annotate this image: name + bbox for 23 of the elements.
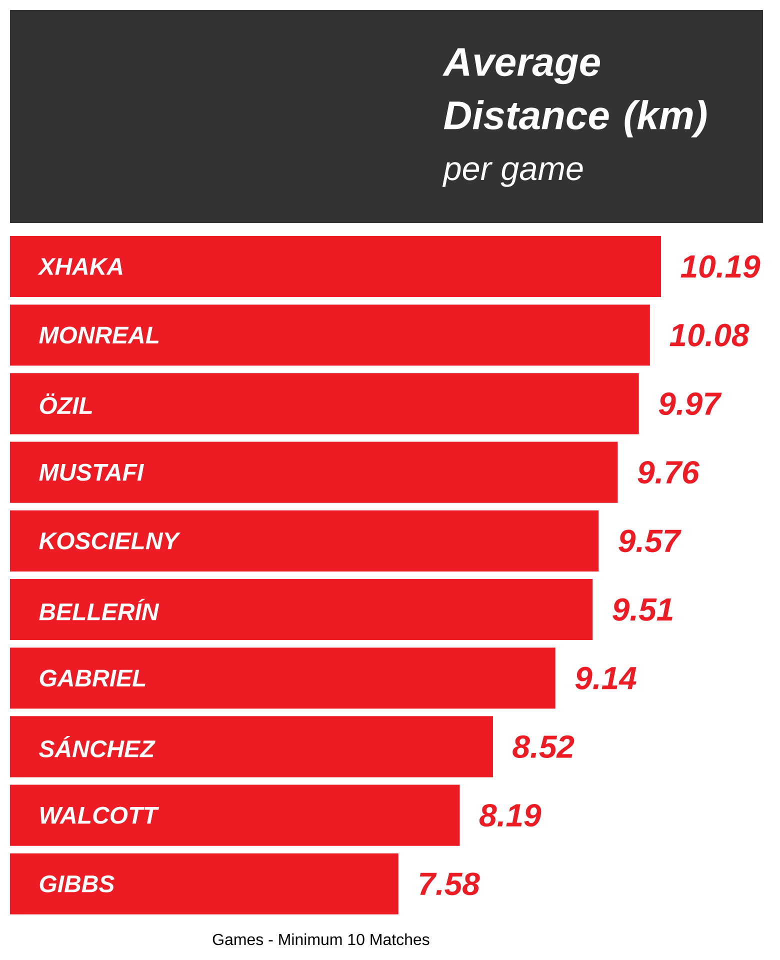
y-tick-label: GABRIEL <box>40 670 146 687</box>
data-label: 9.76 <box>638 460 700 484</box>
data-label: 8.52 <box>512 735 574 758</box>
y-tick-label: MONREAL <box>39 326 159 344</box>
text: Games - Minimum 10 Matches <box>212 933 430 946</box>
data-label: 9.14 <box>575 666 636 690</box>
data-label: 9.57 <box>618 530 682 552</box>
data-label: 10.19 <box>680 255 760 278</box>
chart-title: Average Distance (km) <box>442 48 707 138</box>
y-tick-label: BELLERÍN <box>39 598 160 620</box>
data-label: 8.19 <box>479 804 542 827</box>
data-label: 9.51 <box>612 598 672 621</box>
data-label: 7.58 <box>420 872 480 896</box>
y-tick-label: MUSTAFI <box>39 464 144 481</box>
y-tick-label: WALCOTT <box>40 806 160 824</box>
y-tick-label: KOSCIELNY <box>39 532 181 550</box>
y-tick-label: XHAKA <box>38 258 122 275</box>
y-tick-label: GIBBS <box>40 875 114 892</box>
chart-subtitle: per game <box>442 162 583 187</box>
data-label: 10.08 <box>670 324 750 346</box>
data-label: 9.97 <box>658 392 722 416</box>
y-tick-label: SÁNCHEZ <box>39 736 156 758</box>
y-tick-label: ÖZIL <box>40 393 92 414</box>
